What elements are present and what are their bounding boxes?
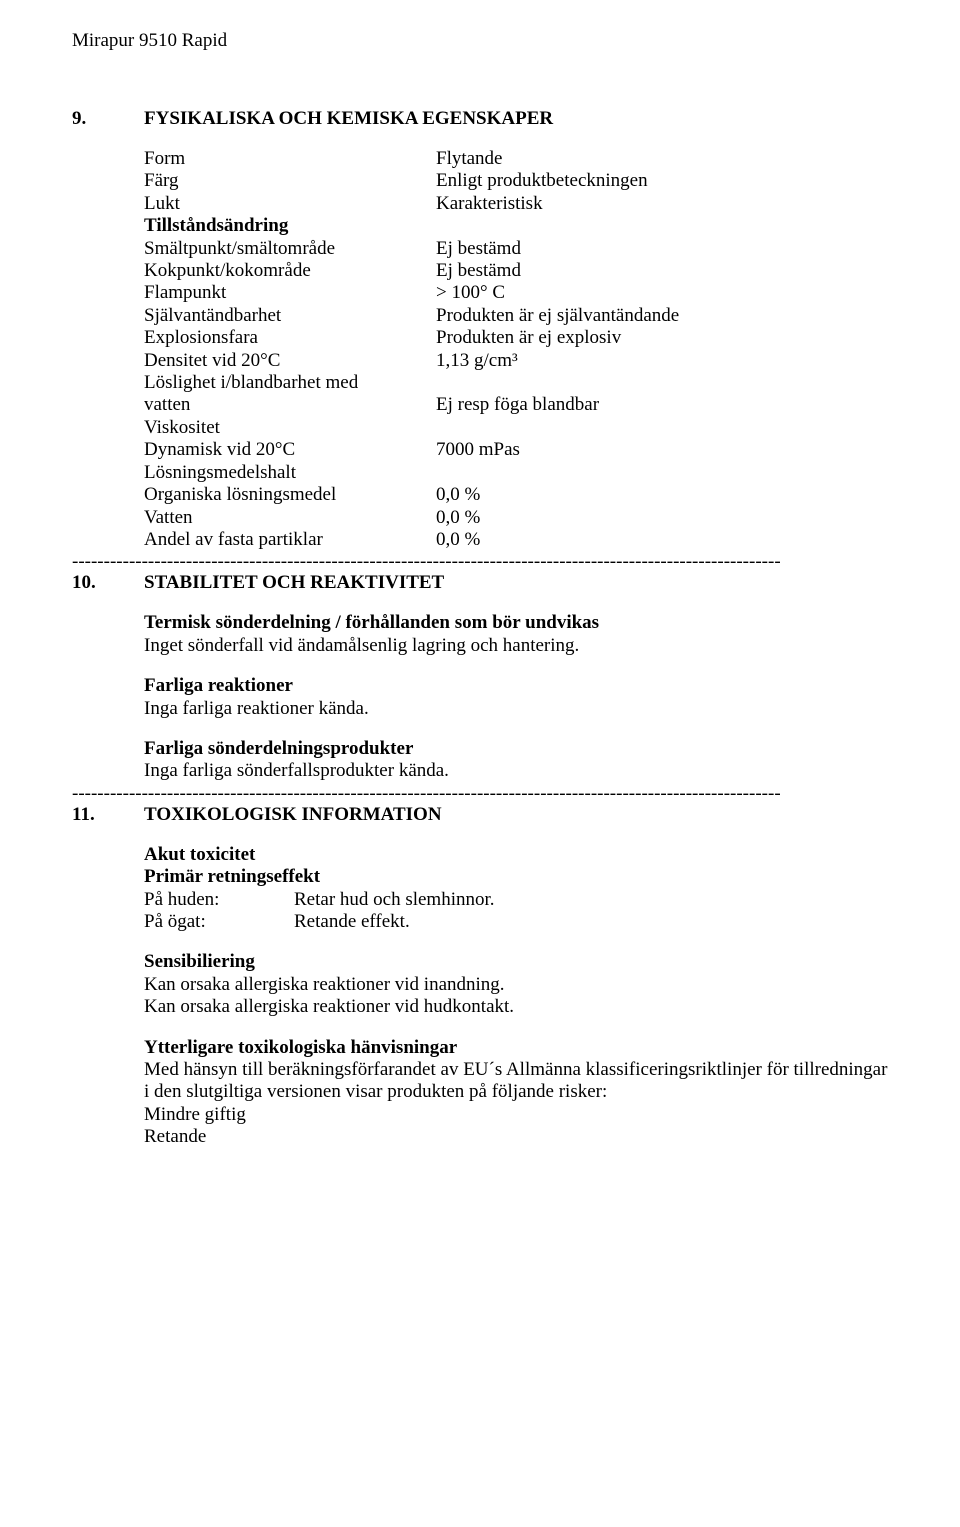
prop-label: Form xyxy=(144,148,436,170)
prop-value: 0,0 % xyxy=(436,484,679,506)
section-9-header-row: 9. FYSIKALISKA OCH KEMISKA EGENSKAPER xyxy=(72,108,888,130)
reactions-heading: Farliga reaktioner xyxy=(144,675,888,697)
section-10-body: Termisk sönderdelning / förhållanden som… xyxy=(144,612,888,782)
table-row: Organiska lösningsmedel0,0 % xyxy=(144,484,679,506)
table-row: SjälvantändbarhetProdukten är ej självan… xyxy=(144,305,679,327)
prop-label: vatten xyxy=(144,394,436,416)
additional-tox-text-1: Med hänsyn till beräkningsförfarandet av… xyxy=(144,1059,888,1104)
section-11-header-row: 11. TOXIKOLOGISK INFORMATION xyxy=(72,804,888,826)
prop-value: Flytande xyxy=(436,148,679,170)
prop-label: Dynamisk vid 20°C xyxy=(144,439,436,461)
skin-value: Retar hud och slemhinnor. xyxy=(294,889,495,911)
table-row: Flampunkt> 100° C xyxy=(144,282,679,304)
section-number: 10. xyxy=(72,572,144,594)
section-heading: TOXIKOLOGISK INFORMATION xyxy=(144,804,442,826)
prop-value: > 100° C xyxy=(436,282,679,304)
section-number: 9. xyxy=(72,108,144,130)
table-row: Vatten0,0 % xyxy=(144,507,679,529)
additional-tox-text-2: Mindre giftig xyxy=(144,1104,888,1126)
prop-label: Löslighet i/blandbarhet med xyxy=(144,372,436,394)
section-11-body: Akut toxicitet Primär retningseffekt På … xyxy=(144,844,888,1149)
table-row: Densitet vid 20°C1,13 g/cm³ xyxy=(144,350,679,372)
table-row: Kokpunkt/kokområdeEj bestämd xyxy=(144,260,679,282)
page: Mirapur 9510 Rapid 9. FYSIKALISKA OCH KE… xyxy=(0,0,960,1209)
sensitization-text-2: Kan orsaka allergiska reaktioner vid hud… xyxy=(144,996,888,1018)
section-9: 9. FYSIKALISKA OCH KEMISKA EGENSKAPER Fo… xyxy=(72,108,888,551)
eye-value: Retande effekt. xyxy=(294,911,410,933)
prop-label: Andel av fasta partiklar xyxy=(144,529,436,551)
prop-label: Explosionsfara xyxy=(144,327,436,349)
prop-value: Enligt produktbeteckningen xyxy=(436,170,679,192)
prop-value: 7000 mPas xyxy=(436,439,679,461)
prop-value: 0,0 % xyxy=(436,507,679,529)
table-row: FärgEnligt produktbeteckningen xyxy=(144,170,679,192)
section-heading: STABILITET OCH REAKTIVITET xyxy=(144,572,444,594)
skin-row: På huden: Retar hud och slemhinnor. xyxy=(144,889,888,911)
reactions-text: Inga farliga reaktioner kända. xyxy=(144,698,888,720)
table-row: Löslighet i/blandbarhet med xyxy=(144,372,679,394)
section-divider: ----------------------------------------… xyxy=(72,552,888,571)
decomposition-heading: Farliga sönderdelningsprodukter xyxy=(144,738,888,760)
thermal-text: Inget sönderfall vid ändamålsenlig lagri… xyxy=(144,635,888,657)
prop-value: Ej bestämd xyxy=(436,260,679,282)
prop-label: Kokpunkt/kokområde xyxy=(144,260,436,282)
section-11: 11. TOXIKOLOGISK INFORMATION Akut toxici… xyxy=(72,804,888,1149)
prop-value: Produkten är ej explosiv xyxy=(436,327,679,349)
prop-value: Ej resp föga blandbar xyxy=(436,394,679,416)
table-row: ExplosionsfaraProdukten är ej explosiv xyxy=(144,327,679,349)
section-10: 10. STABILITET OCH REAKTIVITET Termisk s… xyxy=(72,572,888,782)
table-row: Tillståndsändring xyxy=(144,215,679,237)
eye-label: På ögat: xyxy=(144,911,294,933)
table-row: Smältpunkt/smältområdeEj bestämd xyxy=(144,238,679,260)
table-row: FormFlytande xyxy=(144,148,679,170)
table-row: Viskositet xyxy=(144,417,679,439)
decomposition-text: Inga farliga sönderfallsprodukter kända. xyxy=(144,760,888,782)
table-row: LuktKarakteristisk xyxy=(144,193,679,215)
prop-label: Organiska lösningsmedel xyxy=(144,484,436,506)
table-row: Lösningsmedelshalt xyxy=(144,462,679,484)
section-10-header-row: 10. STABILITET OCH REAKTIVITET xyxy=(72,572,888,594)
additional-tox-heading: Ytterligare toxikologiska hänvisningar xyxy=(144,1037,888,1059)
prop-value: 0,0 % xyxy=(436,529,679,551)
properties-table: FormFlytande FärgEnligt produktbetecknin… xyxy=(144,148,679,551)
additional-tox-text-3: Retande xyxy=(144,1126,888,1148)
prop-value: Produkten är ej självantändande xyxy=(436,305,679,327)
sensitization-heading: Sensibiliering xyxy=(144,951,888,973)
primary-irritation-heading: Primär retningseffekt xyxy=(144,866,888,888)
prop-label: Lukt xyxy=(144,193,436,215)
prop-value: 1,13 g/cm³ xyxy=(436,350,679,372)
thermal-heading: Termisk sönderdelning / förhållanden som… xyxy=(144,612,888,634)
eye-row: På ögat: Retande effekt. xyxy=(144,911,888,933)
prop-label: Självantändbarhet xyxy=(144,305,436,327)
prop-label: Smältpunkt/smältområde xyxy=(144,238,436,260)
sensitization-text-1: Kan orsaka allergiska reaktioner vid ina… xyxy=(144,974,888,996)
prop-subheading: Tillståndsändring xyxy=(144,215,436,237)
prop-label: Färg xyxy=(144,170,436,192)
prop-subheading: Lösningsmedelshalt xyxy=(144,462,436,484)
prop-label: Vatten xyxy=(144,507,436,529)
prop-value: Karakteristisk xyxy=(436,193,679,215)
section-9-body: FormFlytande FärgEnligt produktbetecknin… xyxy=(144,148,888,551)
section-divider: ----------------------------------------… xyxy=(72,784,888,803)
prop-subheading: Viskositet xyxy=(144,417,436,439)
prop-value: Ej bestämd xyxy=(436,238,679,260)
table-row: Dynamisk vid 20°C7000 mPas xyxy=(144,439,679,461)
section-number: 11. xyxy=(72,804,144,826)
prop-label: Densitet vid 20°C xyxy=(144,350,436,372)
prop-label: Flampunkt xyxy=(144,282,436,304)
table-row: Andel av fasta partiklar0,0 % xyxy=(144,529,679,551)
doc-title: Mirapur 9510 Rapid xyxy=(72,30,888,52)
section-heading: FYSIKALISKA OCH KEMISKA EGENSKAPER xyxy=(144,108,553,130)
table-row: vattenEj resp föga blandbar xyxy=(144,394,679,416)
skin-label: På huden: xyxy=(144,889,294,911)
acute-toxicity-heading: Akut toxicitet xyxy=(144,844,888,866)
